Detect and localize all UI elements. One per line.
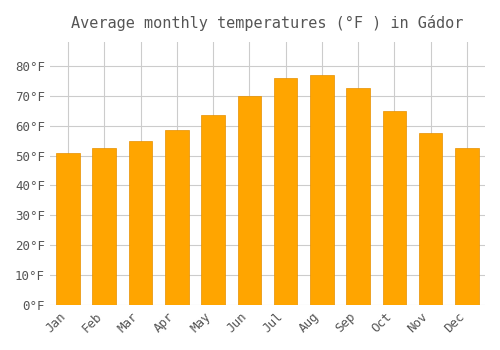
Bar [238, 96, 261, 305]
Bar [128, 141, 152, 305]
Bar [382, 111, 406, 305]
Bar [165, 130, 188, 305]
Bar [92, 148, 116, 305]
Bar [56, 153, 80, 305]
Bar [202, 115, 225, 305]
Bar [419, 133, 442, 305]
Bar [310, 75, 334, 305]
Bar [346, 88, 370, 305]
Bar [455, 148, 478, 305]
Title: Average monthly temperatures (°F ) in Gádor: Average monthly temperatures (°F ) in Gá… [71, 15, 464, 31]
Bar [274, 78, 297, 305]
